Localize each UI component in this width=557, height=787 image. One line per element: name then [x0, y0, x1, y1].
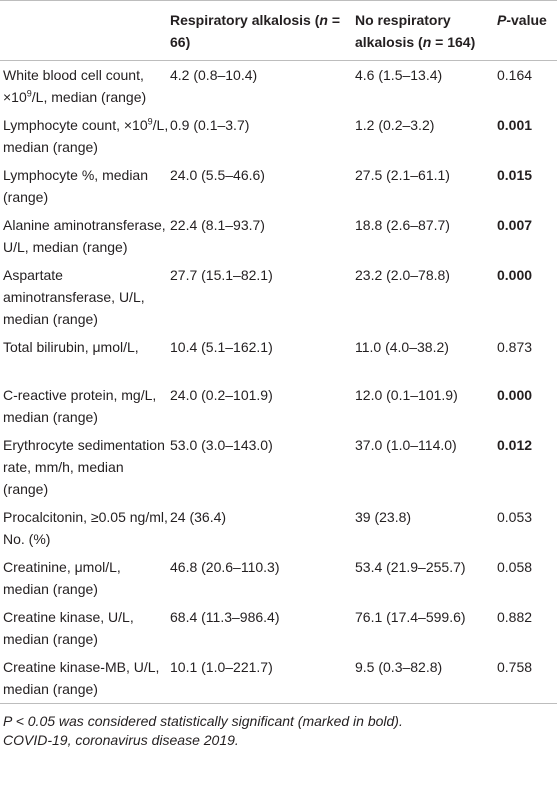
- p-value: 0.007: [497, 217, 533, 233]
- text-segment: Total bilirubin, μmol/L,: [3, 339, 139, 355]
- cell: 24 (36.4): [170, 509, 227, 525]
- cell: 53.4 (21.9–255.7): [355, 559, 466, 575]
- table-row: Procalcitonin, ≥0.05 ng/ml, No. (%) 24 (3…: [0, 503, 557, 553]
- row-label: Erythrocyte sedimentation rate, mm/h, me…: [0, 431, 170, 503]
- row-label: Lymphocyte count, ×109/L, median (range): [0, 111, 170, 161]
- cell: 24.0 (5.5–46.6): [170, 167, 265, 183]
- table-row: Alanine aminotransferase, U/L, median (r…: [0, 211, 557, 261]
- text-segment: Procalcitonin, ≥0.05 ng/ml, No. (%): [3, 509, 168, 547]
- cell: 18.8 (2.6–87.7): [355, 217, 450, 233]
- p-value: 0.882: [497, 609, 533, 625]
- p-value: 0.012: [497, 437, 533, 453]
- text-segment: value: [511, 12, 547, 28]
- cell: 24.0 (0.2–101.9): [170, 387, 273, 403]
- table-row: Creatine kinase-MB, U/L, median (range) 1…: [0, 653, 557, 704]
- row-label: Total bilirubin, μmol/L,: [0, 333, 170, 381]
- table-row: Lymphocyte count, ×109/L, median (range)…: [0, 111, 557, 161]
- table-row: Total bilirubin, μmol/L, 10.4 (5.1–162.1)…: [0, 333, 557, 381]
- row-label: Aspartate aminotransferase, U/L, median …: [0, 261, 170, 333]
- cell: 27.7 (15.1–82.1): [170, 267, 273, 283]
- footnotes: P < 0.05 was considered statistically si…: [0, 712, 557, 750]
- text-segment: /L, median (range): [3, 117, 169, 155]
- table-row: Lymphocyte %, median (range) 24.0 (5.5–46…: [0, 161, 557, 211]
- p-value: 0.164: [497, 67, 533, 83]
- text-segment: No respiratory alkalosis (: [355, 12, 451, 50]
- text-segment: Erythrocyte sedimentation rate, mm/h, me…: [3, 437, 165, 497]
- header-row: Respiratory alkalosis (n = 66) No respira…: [0, 0, 557, 61]
- cell: 53.0 (3.0–143.0): [170, 437, 273, 453]
- text-segment: P-: [497, 12, 511, 28]
- row-label: C-reactive protein, mg/L, median (range): [0, 381, 170, 431]
- p-value: 0.001: [497, 117, 533, 133]
- cell: 46.8 (20.6–110.3): [170, 559, 280, 575]
- text-segment: Aspartate aminotransferase, U/L, median …: [3, 267, 145, 327]
- text-segment: Lymphocyte %, median (range): [3, 167, 148, 205]
- text-segment: = 164): [431, 34, 476, 50]
- text-segment: Creatine kinase-MB, U/L, median (range): [3, 659, 160, 697]
- text-segment: n: [319, 12, 328, 28]
- text-segment: 9: [147, 116, 153, 127]
- text-segment: = 66): [170, 12, 341, 50]
- p-value: 0.015: [497, 167, 533, 183]
- text-segment: Alanine aminotransferase, U/L, median (r…: [3, 217, 166, 255]
- table-row: Creatine kinase, U/L, median (range) 68.4…: [0, 603, 557, 653]
- p-value: 0.053: [497, 509, 533, 525]
- row-label: Creatinine, μmol/L, median (range): [0, 553, 170, 603]
- text-segment: Creatinine, μmol/L, median (range): [3, 559, 121, 597]
- row-label: White blood cell count, ×109/L, median (…: [0, 61, 170, 112]
- cell: 10.1 (1.0–221.7): [170, 659, 273, 675]
- cell: 23.2 (2.0–78.8): [355, 267, 450, 283]
- p-value: 0.000: [497, 267, 533, 283]
- text-segment: Respiratory alkalosis (: [170, 12, 320, 28]
- cell: 11.0 (4.0–38.2): [355, 339, 449, 355]
- text-segment: /L, median (range): [31, 89, 147, 105]
- text-segment: C-reactive protein, mg/L, median (range): [3, 387, 157, 425]
- row-label: Alanine aminotransferase, U/L, median (r…: [0, 211, 170, 261]
- table-row: Creatinine, μmol/L, median (range) 46.8 (…: [0, 553, 557, 603]
- cell: 10.4 (5.1–162.1): [170, 339, 273, 355]
- table-row: C-reactive protein, mg/L, median (range)…: [0, 381, 557, 431]
- data-table: Respiratory alkalosis (n = 66) No respira…: [0, 0, 557, 704]
- p-value: 0.873: [497, 339, 533, 355]
- cell: 68.4 (11.3–986.4): [170, 609, 280, 625]
- cell: 12.0 (0.1–101.9): [355, 387, 458, 403]
- text-segment: 9: [26, 88, 32, 99]
- text-segment: Lymphocyte count, ×10: [3, 117, 148, 133]
- table-body: White blood cell count, ×109/L, median (…: [0, 61, 557, 704]
- cell: 1.2 (0.2–3.2): [355, 117, 435, 133]
- cell: 22.4 (8.1–93.7): [170, 217, 265, 233]
- p-value: 0.758: [497, 659, 533, 675]
- text-segment: n: [422, 34, 432, 50]
- p-value: 0.058: [497, 559, 533, 575]
- text-segment: Creatine kinase, U/L, median (range): [3, 609, 134, 647]
- cell: 76.1 (17.4–599.6): [355, 609, 466, 625]
- cell: 9.5 (0.3–82.8): [355, 659, 443, 675]
- row-label: Lymphocyte %, median (range): [0, 161, 170, 211]
- header-blank: [0, 1, 170, 61]
- cell: 37.0 (1.0–114.0): [355, 437, 457, 453]
- column-header: P-value: [497, 1, 557, 61]
- row-label: Creatine kinase-MB, U/L, median (range): [0, 653, 170, 704]
- table-row: White blood cell count, ×109/L, median (…: [0, 61, 557, 112]
- row-label: Creatine kinase, U/L, median (range): [0, 603, 170, 653]
- footnote: P < 0.05 was considered statistically si…: [3, 713, 403, 729]
- column-header: No respiratory alkalosis (n = 164): [355, 1, 497, 61]
- footnote: COVID-19, coronavirus disease 2019.: [3, 732, 239, 748]
- row-label: Procalcitonin, ≥0.05 ng/ml, No. (%): [0, 503, 170, 553]
- p-value: 0.000: [497, 387, 533, 403]
- text-segment: White blood cell count, ×10: [3, 67, 144, 105]
- table-row: Erythrocyte sedimentation rate, mm/h, me…: [0, 431, 557, 503]
- table-row: Aspartate aminotransferase, U/L, median …: [0, 261, 557, 333]
- cell: 27.5 (2.1–61.1): [355, 167, 450, 183]
- column-header: Respiratory alkalosis (n = 66): [170, 1, 355, 61]
- cell: 0.9 (0.1–3.7): [170, 117, 250, 133]
- cell: 4.2 (0.8–10.4): [170, 67, 258, 83]
- cell: 39 (23.8): [355, 509, 412, 525]
- cell: 4.6 (1.5–13.4): [355, 67, 443, 83]
